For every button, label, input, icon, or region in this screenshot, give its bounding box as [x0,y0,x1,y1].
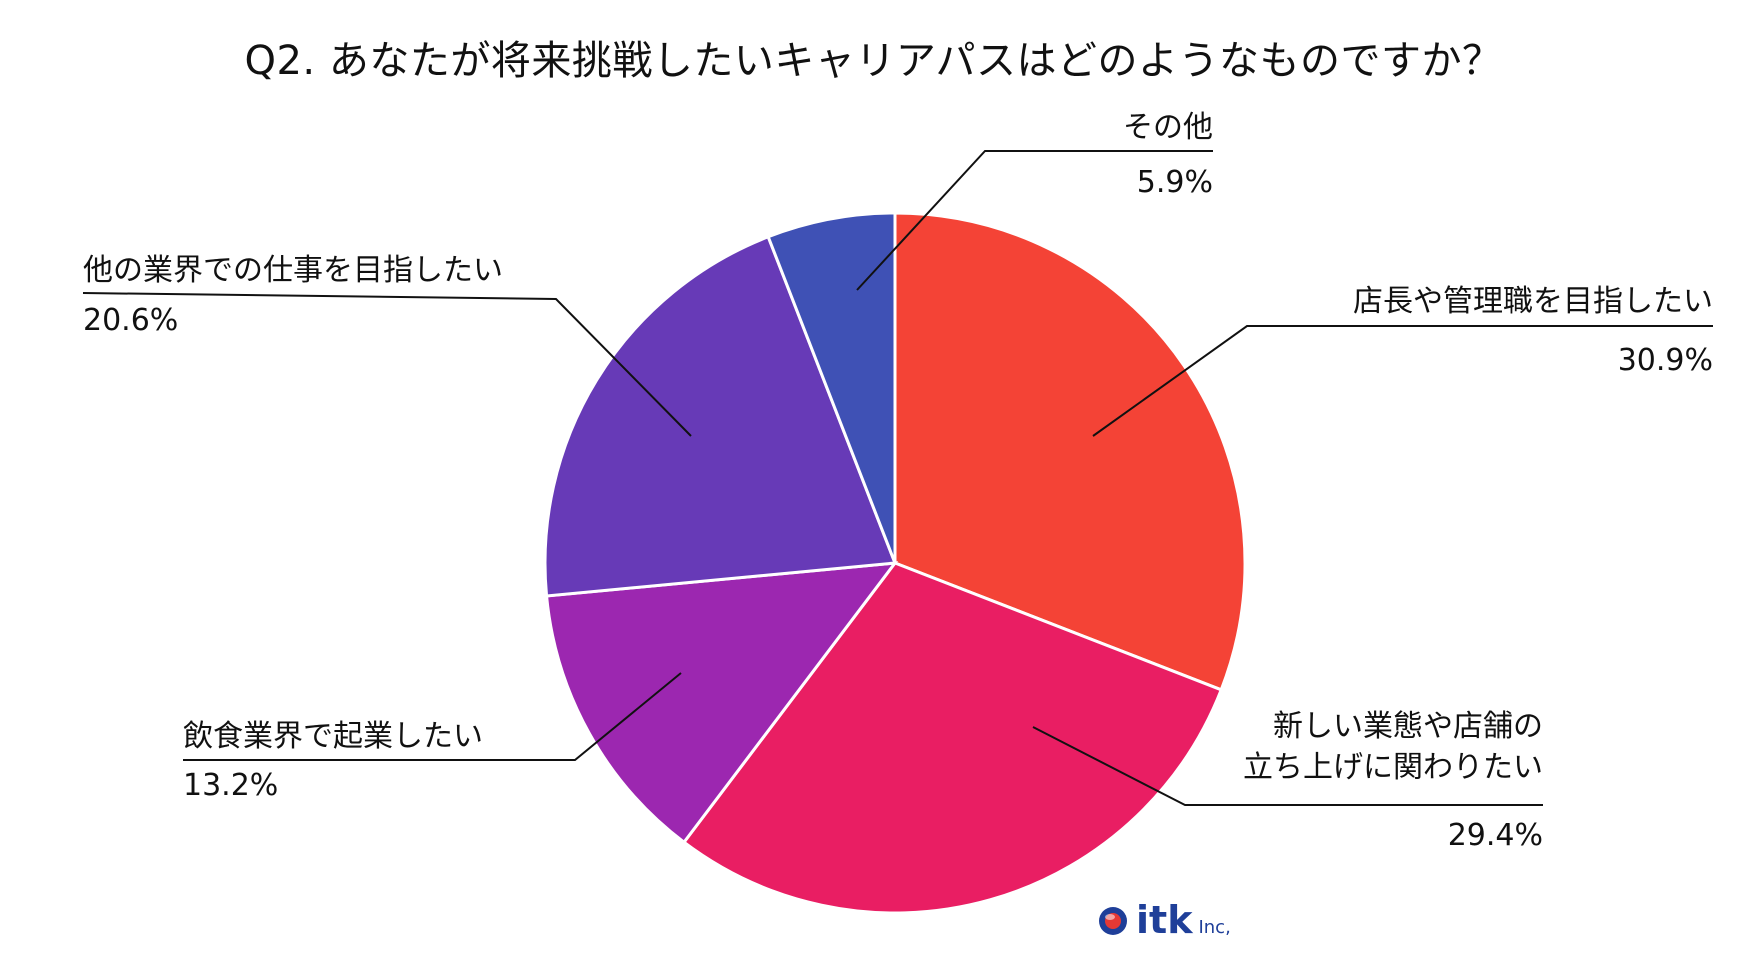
slice-value-4: 5.9% [1137,165,1213,200]
pie-slice-0 [893,211,1247,692]
slice-label-1-line-1: 立ち上げに関わりたい [1243,750,1543,785]
slice-label-2-line-0: 飲食業界で起業したい [183,719,483,754]
slice-value-1: 29.4% [1448,818,1543,853]
company-logo: itk Inc, [1098,898,1231,942]
slice-value-3: 20.6% [83,303,178,338]
leader-lines [82,150,1713,806]
chart-title: Q2. あなたが将来挑戦したいキャリアパスはどのようなものですか？ [244,38,1503,84]
leader-line-4 [856,150,1213,291]
pie-slice-1 [681,561,1224,915]
logo-suffix: Inc, [1198,917,1231,938]
pie-slices [543,211,1247,915]
leader-line-1 [1032,726,1543,806]
slice-label-1-line-0: 新しい業態や店舗の [1273,709,1543,744]
slice-label-4-line-0: その他 [1123,110,1213,145]
slice-value-0: 30.9% [1618,343,1713,378]
leader-line-3 [82,292,692,437]
leader-line-0 [1092,325,1713,437]
leader-line-2 [183,672,682,761]
pie-slice-3 [543,234,898,598]
slice-label-0-line-0: 店長や管理職を目指したい [1353,284,1713,319]
pie-slice-2 [544,561,899,845]
slice-value-2: 13.2% [183,768,278,803]
slice-label-3-line-0: 他の業界での仕事を目指したい [83,253,503,288]
globe-icon [1099,907,1127,935]
pie-slice-4 [766,211,897,564]
logo-wordmark: itk [1136,898,1193,942]
